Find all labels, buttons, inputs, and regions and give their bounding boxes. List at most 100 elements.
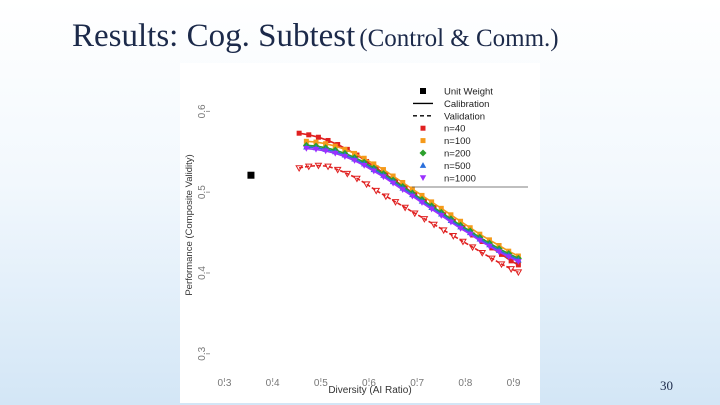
chart-legend: Unit WeightCalibrationValidationn=40n=10… (412, 87, 528, 188)
x-tick-label: 0.9 (507, 378, 521, 389)
x-axis-label: Diversity (AI Ratio) (328, 385, 411, 396)
data-point (353, 175, 361, 183)
data-point (361, 155, 367, 161)
data-point (466, 231, 474, 238)
data-point (468, 244, 477, 252)
series-n-40-validation (295, 162, 523, 277)
data-point (360, 163, 368, 169)
legend-item: Validation (413, 111, 485, 122)
data-point (322, 148, 329, 155)
series-line (306, 146, 519, 261)
data-point (391, 199, 400, 206)
legend-label: Calibration (444, 99, 489, 110)
y-tick-label: 0.6 (197, 104, 208, 118)
data-point (315, 134, 321, 140)
data-point (439, 227, 448, 235)
data-point (314, 162, 323, 170)
data-point (332, 143, 338, 149)
data-point (505, 254, 512, 261)
legend-item: n=1000 (419, 173, 476, 184)
data-point (459, 238, 467, 246)
data-point (507, 266, 515, 273)
data-point (323, 141, 329, 147)
data-point (457, 226, 464, 232)
legend-label: Unit Weight (444, 87, 493, 98)
data-point (296, 130, 302, 136)
data-point (495, 249, 503, 256)
legend-marker (419, 175, 427, 182)
data-point (438, 205, 444, 211)
data-point (409, 186, 415, 192)
x-tick-label: 0.3 (218, 378, 232, 389)
data-point (303, 146, 310, 152)
series-line (306, 144, 519, 260)
chart-figure: 0.3 0.4 0.5 0.6 0.7 0.8 0.9 0.3 0.4 0.5 0.6 Diversi… (180, 63, 540, 403)
data-point (400, 179, 406, 185)
data-point (429, 199, 435, 205)
data-point (401, 204, 409, 212)
legend-item: Calibration (413, 99, 489, 110)
data-point (428, 206, 435, 213)
x-tick-label: 0.4 (266, 378, 280, 389)
data-point (332, 150, 339, 157)
series-layer (247, 130, 523, 277)
legend-label: n=500 (444, 161, 471, 172)
data-point (430, 221, 438, 229)
slide-title: Results: Cog. Subtest (Control & Comm.) (72, 18, 559, 55)
data-point (420, 216, 429, 223)
data-point (341, 154, 349, 160)
x-tick-label: 0.8 (458, 378, 472, 389)
chart-axes: 0.3 0.4 0.5 0.6 0.7 0.8 0.90.30.40.50.6Diversi… (184, 104, 521, 396)
composite-validity-chart: 0.3 0.4 0.5 0.6 0.7 0.8 0.90.30.40.50.6Diversi… (184, 87, 528, 396)
page-number: 30 (660, 378, 673, 393)
legend-item: n=500 (419, 161, 471, 172)
slide-title-sub: (Control & Comm.) (359, 25, 559, 52)
data-point (371, 161, 377, 167)
data-point (499, 251, 504, 257)
legend-item: n=40 (420, 124, 465, 135)
data-point (515, 259, 522, 265)
data-point (418, 200, 426, 206)
data-point (449, 233, 458, 240)
data-point (409, 193, 416, 200)
x-tick-label: 0.7 (410, 378, 424, 389)
y-tick-label: 0.4 (197, 266, 208, 280)
data-point (352, 150, 358, 156)
data-point (419, 192, 425, 198)
data-point (342, 146, 348, 152)
legend-marker (420, 125, 426, 131)
data-point (382, 193, 390, 201)
data-point (306, 132, 312, 138)
data-point (447, 219, 455, 226)
legend-item: n=200 (419, 149, 471, 160)
legend-label: n=100 (444, 136, 471, 147)
series-line (306, 147, 519, 263)
legend-label: n=1000 (444, 173, 476, 184)
data-point (380, 167, 386, 173)
data-point (497, 261, 506, 269)
y-axis-label: Performance (Composite Validity) (184, 154, 195, 295)
data-point (508, 258, 514, 264)
data-point (304, 163, 313, 171)
data-point (362, 181, 371, 189)
data-point (303, 138, 309, 144)
data-point (476, 238, 484, 244)
data-point (399, 187, 406, 194)
data-point (486, 243, 493, 250)
unit-weight-point (247, 171, 255, 179)
legend-label: n=200 (444, 149, 471, 160)
x-tick-label: 0.6 (362, 378, 376, 389)
data-point (351, 158, 358, 164)
y-tick-label: 0.3 (197, 346, 208, 360)
legend-marker (420, 138, 426, 144)
legend-marker (419, 162, 427, 168)
data-point (372, 187, 381, 195)
series-n-1000 (303, 146, 522, 265)
data-point (370, 168, 378, 175)
x-tick-label: 0.5 (314, 378, 328, 389)
data-point (389, 180, 397, 187)
data-point (448, 212, 454, 218)
data-point (380, 174, 387, 181)
data-point (514, 269, 523, 277)
data-point (333, 166, 342, 174)
